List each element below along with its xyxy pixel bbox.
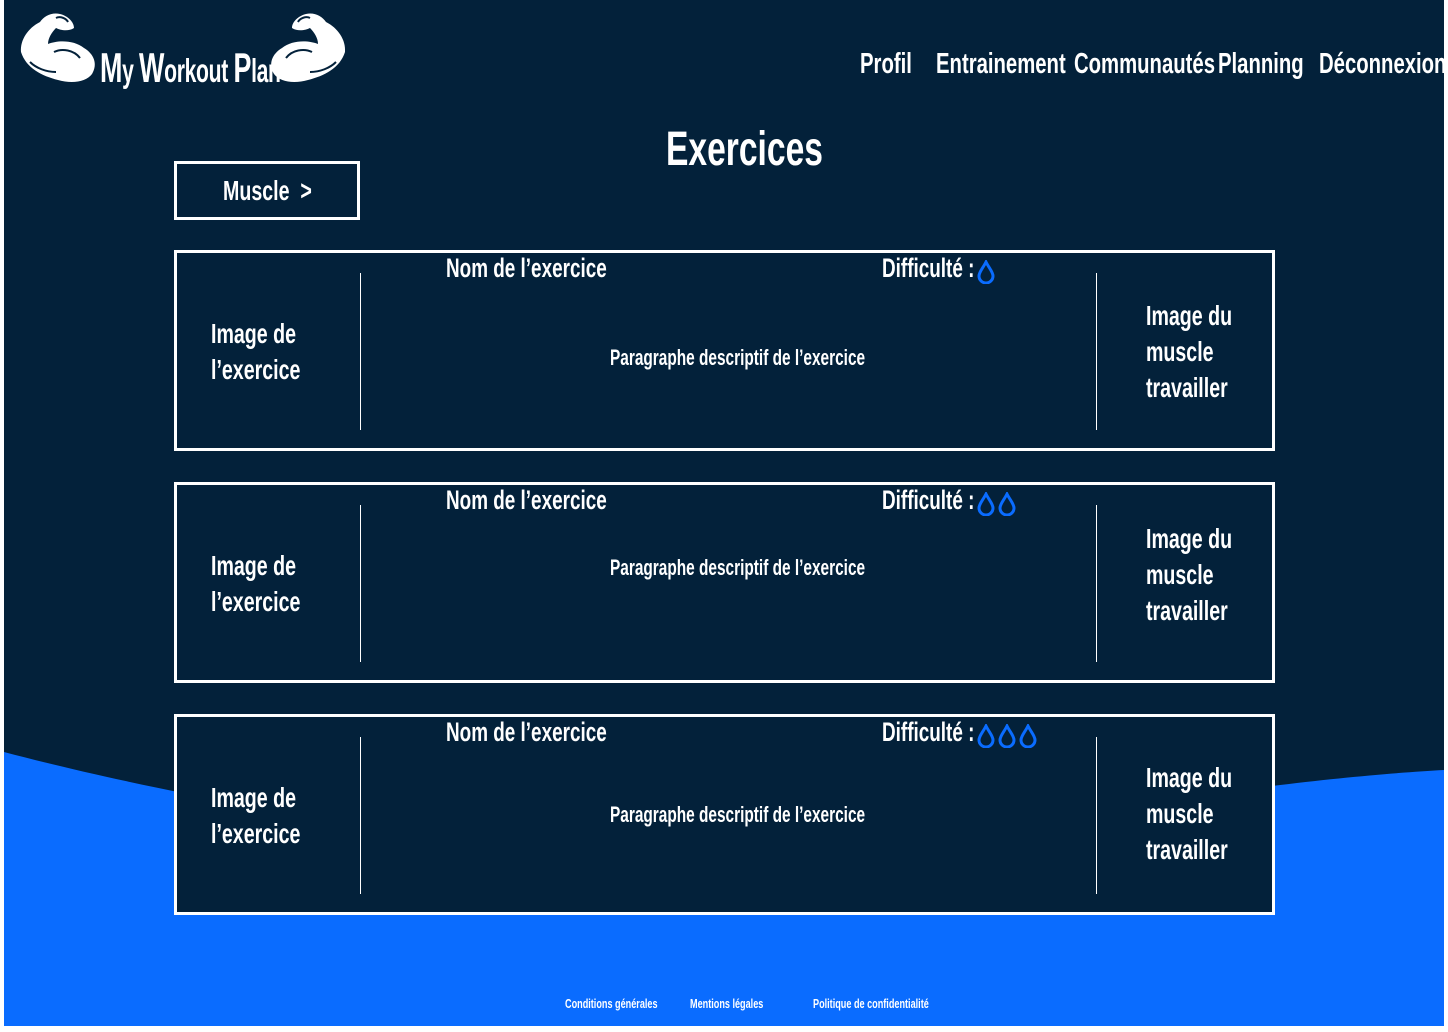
nav-planning[interactable]: Planning: [1218, 48, 1304, 80]
muscle-filter-button[interactable]: Muscle >: [174, 161, 360, 220]
divider: [1096, 505, 1097, 662]
flexed-arm-icon: [20, 13, 95, 82]
drop-icon: [998, 492, 1016, 516]
logo[interactable]: My Workout Plan: [18, 10, 348, 91]
footer-link-mentions[interactable]: Mentions légales: [690, 996, 764, 1011]
muscle-image-placeholder: Image du muscle travailler: [1146, 300, 1233, 403]
exercise-description: Paragraphe descriptif de l’exercice: [610, 555, 866, 580]
difficulty-rating: [977, 492, 1016, 516]
drop-icon: [998, 724, 1016, 748]
footer-link-privacy[interactable]: Politique de confidentialité: [813, 996, 929, 1011]
nav-entrainement[interactable]: Entrainement: [936, 48, 1066, 80]
drop-icon: [1019, 724, 1037, 748]
chevron-right-icon: >: [299, 174, 312, 206]
divider: [1096, 273, 1097, 430]
logo-text: My Workout Plan: [100, 44, 281, 91]
exercise-image-placeholder: Image de l’exercice: [211, 550, 301, 617]
muscle-filter-label: Muscle: [222, 174, 290, 206]
difficulty-label: Difficulté :: [882, 253, 975, 283]
exercise-name: Nom de l’exercice: [446, 485, 607, 515]
exercise-card[interactable]: Image de l’exercice Nom de l’exercice Di…: [174, 714, 1275, 915]
nav-communautes[interactable]: Communautés: [1074, 48, 1215, 80]
exercise-description: Paragraphe descriptif de l’exercice: [610, 345, 866, 370]
exercise-image-placeholder: Image de l’exercice: [211, 318, 301, 385]
drop-icon: [977, 260, 995, 284]
page: My Workout Plan Profil Entrainement Comm…: [4, 0, 1444, 1026]
difficulty-label: Difficulté :: [882, 485, 975, 515]
nav-deconnexion[interactable]: Déconnexion: [1319, 48, 1444, 80]
divider: [360, 505, 361, 662]
exercise-name: Nom de l’exercice: [446, 253, 607, 283]
drop-icon: [977, 492, 995, 516]
divider: [360, 273, 361, 430]
divider: [360, 737, 361, 894]
difficulty-label: Difficulté :: [882, 717, 975, 747]
flexed-arm-icon: [271, 13, 346, 82]
exercise-card[interactable]: Image de l’exercice Nom de l’exercice Di…: [174, 482, 1275, 683]
page-title: Exercices: [666, 123, 823, 176]
footer-link-conditions[interactable]: Conditions générales: [565, 996, 658, 1011]
exercise-name: Nom de l’exercice: [446, 717, 607, 747]
exercise-image-placeholder: Image de l’exercice: [211, 782, 301, 849]
muscle-image-placeholder: Image du muscle travailler: [1146, 523, 1233, 626]
exercise-card[interactable]: Image de l’exercice Nom de l’exercice Di…: [174, 250, 1275, 451]
drop-icon: [977, 724, 995, 748]
difficulty-rating: [977, 724, 1037, 748]
nav-profil[interactable]: Profil: [860, 48, 912, 80]
difficulty-rating: [977, 260, 995, 284]
divider: [1096, 737, 1097, 894]
exercise-description: Paragraphe descriptif de l’exercice: [610, 802, 866, 827]
muscle-image-placeholder: Image du muscle travailler: [1146, 762, 1233, 865]
